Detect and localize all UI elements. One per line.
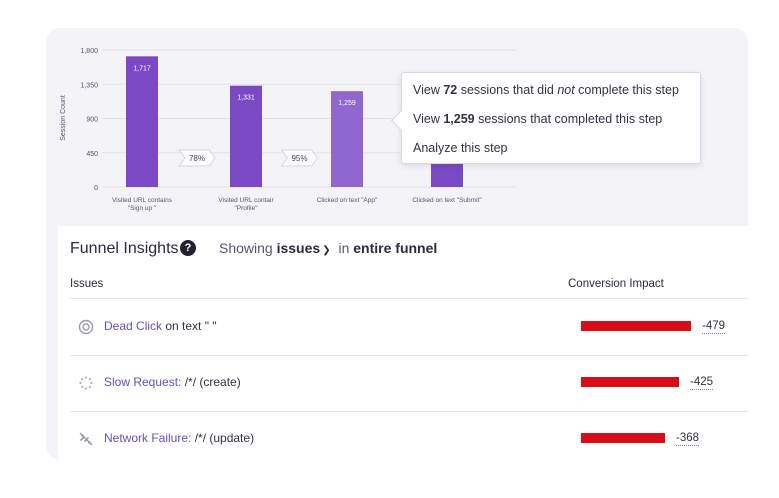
issue-link[interactable]: Slow Request: [104, 375, 182, 389]
network-failure-icon [78, 431, 94, 447]
row-divider [70, 411, 748, 412]
impact-column-header: Conversion Impact [568, 278, 664, 290]
help-icon[interactable]: ? [180, 240, 196, 256]
scope-prefix: in [338, 240, 350, 256]
dead-click-icon [78, 319, 94, 335]
bar-value-label: 1,717 [133, 65, 151, 72]
issue-type-dropdown[interactable]: issues [276, 240, 321, 256]
conversion-badge [280, 149, 319, 167]
issue-detail: /*/ (create) [181, 375, 241, 389]
y-tick-label: 450 [86, 151, 98, 158]
impact-bar [581, 433, 665, 443]
impact-value[interactable]: -368 [676, 432, 700, 446]
view-completed-sessions-link[interactable]: View 1,259 sessions that completed this … [413, 112, 663, 126]
scope-value[interactable]: entire funnel [353, 240, 438, 256]
funnel-insights-panel: Funnel Insights ? Showing issues ❯ in ent… [58, 226, 748, 460]
funnel-card: 0 450 900 1,350 1,800 Session Count 1,717 Visit… [46, 28, 748, 460]
header-divider [70, 298, 748, 299]
impact-bar [581, 321, 691, 331]
y-tick-label: 1,350 [80, 82, 98, 89]
row-divider [70, 355, 748, 356]
category-label: Visited URL contair [218, 197, 274, 204]
category-label: "Profile" [234, 205, 258, 212]
bar-value-label: 1,331 [237, 95, 255, 102]
insights-filter: Showing issues ❯ in entire funnel [219, 240, 437, 256]
conversion-rate-label: 95% [291, 154, 307, 163]
step-tooltip: View 72 sessions that did not complete t… [401, 72, 701, 164]
issue-detail: /*/ (update) [191, 431, 255, 445]
conversion-rate-label: 78% [189, 154, 205, 163]
impact-value[interactable]: -425 [690, 376, 714, 390]
insights-title: Funnel Insights [70, 240, 179, 257]
conversion-badge [178, 149, 216, 167]
y-tick-label: 0 [94, 185, 98, 192]
showing-label: Showing [219, 240, 273, 256]
category-label: Clicked on text "Submit" [412, 197, 482, 204]
category-label: Clicked on text "App" [317, 197, 378, 204]
issue-label: Slow Request: /*/ (create) [104, 375, 241, 389]
bar [331, 91, 363, 187]
bar [230, 85, 262, 187]
chevron-down-icon[interactable]: ❯ [322, 245, 331, 256]
funnel-chart-svg: 0 450 900 1,350 1,800 Session Count 1,717 Visit… [60, 48, 516, 212]
issue-row[interactable]: Dead Click on text " " -479 [70, 299, 748, 355]
issue-label: Network Failure: /*/ (update) [104, 431, 254, 445]
issue-detail: on text " " [162, 319, 217, 333]
impact-value[interactable]: -479 [702, 320, 726, 334]
view-dropped-sessions-link[interactable]: View 72 sessions that did not complete t… [413, 83, 679, 97]
issue-link[interactable]: Network Failure: [104, 431, 192, 445]
analyze-step-link[interactable]: Analyze this step [413, 141, 508, 155]
impact-bar [581, 377, 679, 387]
y-tick-label: 1,800 [80, 48, 98, 55]
category-label: Visited URL contains [112, 197, 173, 204]
issues-column-header: Issues [70, 278, 104, 290]
y-axis-label: Session Count [60, 95, 67, 141]
issue-row[interactable]: Slow Request: /*/ (create) -425 [70, 355, 748, 411]
bar [126, 56, 158, 187]
slow-request-icon [78, 375, 94, 391]
issue-row[interactable]: Network Failure: /*/ (update) -368 [70, 411, 748, 460]
category-label: "Sign up " [128, 205, 157, 212]
y-tick-label: 900 [86, 117, 98, 124]
funnel-chart: 0 450 900 1,350 1,800 Session Count 1,717 Visit… [46, 28, 748, 220]
issue-label: Dead Click on text " " [104, 319, 217, 333]
issue-link[interactable]: Dead Click [104, 319, 163, 333]
bar-value-label: 1,259 [338, 100, 356, 107]
